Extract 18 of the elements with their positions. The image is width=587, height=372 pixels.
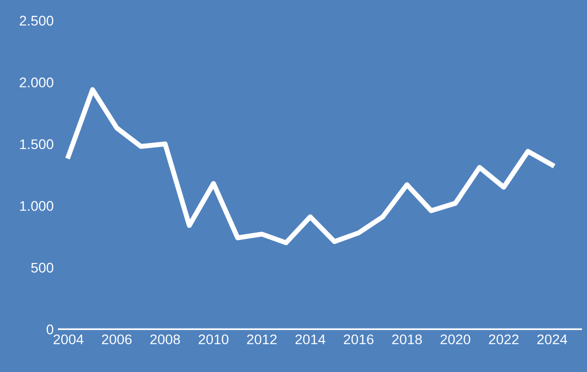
y-tick-label: 2.500 [20,16,54,26]
y-tick-label: 1.000 [20,201,54,211]
x-tick-label: 2014 [295,334,326,344]
line-series [66,87,555,246]
x-tick-label: 2022 [488,334,518,344]
x-tick-label: 2018 [392,334,422,344]
x-tick-label: 2012 [247,334,277,344]
y-tick-label: 1.500 [20,139,54,150]
x-tick-label: 2024 [537,334,568,344]
y-tick-label: 500 [31,262,54,273]
x-tick-label: 2016 [344,334,374,344]
y-tick-label: 2.000 [20,78,54,88]
x-tick-label: 2008 [150,334,180,344]
x-tick-label: 2004 [54,334,84,344]
x-tick-label: 2010 [198,334,228,344]
x-tick-label: 2006 [102,334,132,344]
y-tick-label: 0 [46,324,54,334]
x-tick-label: 2020 [440,334,470,344]
